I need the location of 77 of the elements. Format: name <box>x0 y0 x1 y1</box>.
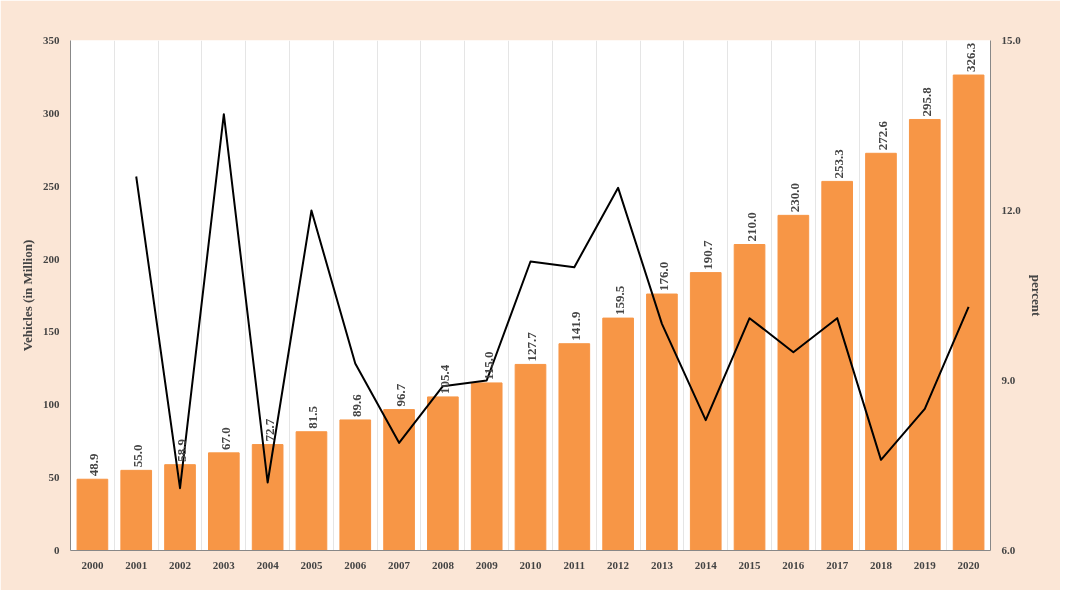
bar <box>208 452 240 551</box>
data-label: 326.3 <box>962 42 978 73</box>
bar <box>295 431 328 551</box>
bar <box>383 409 415 551</box>
bar <box>164 464 196 551</box>
data-label: 67.0 <box>217 427 233 450</box>
y-tick-label: 100 <box>43 398 60 411</box>
data-label: 176.0 <box>655 261 671 292</box>
y-tick-label: 300 <box>43 106 60 119</box>
y-tick-label: 0 <box>54 544 60 556</box>
y-tick-label: 150 <box>43 325 60 338</box>
data-label: 72.7 <box>261 418 277 442</box>
data-label: 127.7 <box>524 331 540 362</box>
x-tick-label: 2011 <box>563 558 586 571</box>
bar <box>777 214 810 551</box>
x-tick-label: 2000 <box>81 558 104 571</box>
data-label: 48.9 <box>86 453 102 477</box>
x-tick-label: 2005 <box>300 558 323 571</box>
bar <box>689 272 722 551</box>
bar <box>339 419 372 551</box>
x-tick-label: 2008 <box>431 558 455 571</box>
bar <box>514 363 547 551</box>
x-tick-label: 2009 <box>475 558 499 571</box>
bar <box>733 244 766 551</box>
x-tick-label: 2007 <box>388 558 411 571</box>
bar <box>952 74 985 551</box>
x-tick-label: 2012 <box>607 558 630 571</box>
y2-axis-title: percent <box>1028 274 1044 317</box>
x-tick-label: 2014 <box>694 558 718 571</box>
y2-tick-label: 15.0 <box>1001 34 1022 46</box>
y2-tick-label: 9.0 <box>1001 374 1016 386</box>
data-label: 272.6 <box>874 120 890 151</box>
x-tick-label: 2004 <box>256 558 280 571</box>
y-tick-label: 50 <box>48 471 60 484</box>
x-tick-label: 2010 <box>519 558 542 571</box>
x-tick-label: 2020 <box>957 558 981 571</box>
bar <box>558 343 591 551</box>
x-tick-label: 2018 <box>869 558 893 571</box>
y2-tick-label: 12.0 <box>1001 204 1022 216</box>
bar <box>821 180 853 551</box>
data-label: 230.0 <box>787 183 803 213</box>
x-tick-label: 2003 <box>212 558 236 571</box>
data-label: 58.9 <box>174 438 190 462</box>
x-tick-label: 2006 <box>344 558 367 571</box>
x-tick-label: 2016 <box>782 558 805 571</box>
data-label: 210.0 <box>743 212 759 242</box>
data-label: 96.7 <box>393 383 409 407</box>
bar <box>646 293 678 551</box>
bar <box>76 478 109 551</box>
y-tick-label: 250 <box>43 179 60 192</box>
data-label: 190.7 <box>699 239 715 270</box>
bar <box>470 382 503 551</box>
y2-tick-label: 6.0 <box>1001 544 1016 556</box>
bar <box>602 317 634 551</box>
data-label: 115.0 <box>480 351 496 380</box>
data-label: 105.4 <box>436 364 452 394</box>
data-label: 81.5 <box>305 405 321 429</box>
x-tick-label: 2015 <box>738 558 762 571</box>
bar <box>908 118 941 551</box>
y-tick-label: 350 <box>43 34 60 46</box>
data-label: 55.0 <box>130 444 146 468</box>
data-label: 295.8 <box>918 86 934 117</box>
x-tick-label: 2013 <box>650 558 674 571</box>
data-label: 89.6 <box>349 393 365 417</box>
bar <box>120 469 153 551</box>
bar <box>427 396 459 551</box>
x-tick-label: 2019 <box>913 558 937 571</box>
y-tick-label: 200 <box>43 252 60 265</box>
x-tick-label: 2017 <box>826 558 849 571</box>
bar <box>865 152 897 551</box>
x-tick-label: 2001 <box>125 558 148 571</box>
data-label: 141.9 <box>568 310 584 341</box>
data-label: 253.3 <box>831 148 847 179</box>
x-tick-label: 2002 <box>169 558 192 571</box>
data-label: 159.5 <box>612 285 628 316</box>
bar <box>251 444 284 551</box>
y-axis-title: Vehicles (in Million) <box>20 239 35 352</box>
